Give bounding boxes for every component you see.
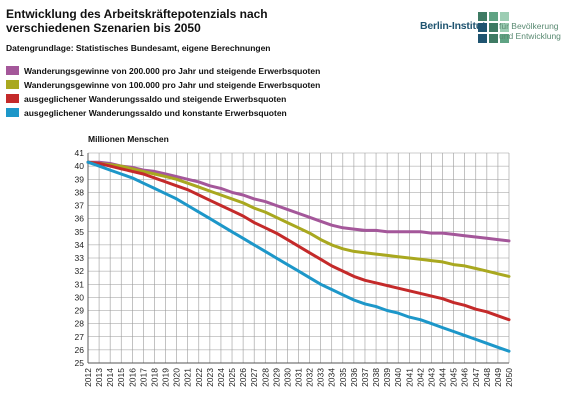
y-tick-label: 35 [75, 227, 85, 237]
legend-label: ausgeglichener Wanderungssaldo und konst… [24, 107, 287, 118]
x-tick-label: 2041 [404, 368, 414, 387]
x-tick-label: 2019 [161, 368, 171, 387]
logo-square [500, 23, 509, 32]
x-tick-label: 2030 [282, 368, 292, 387]
logo-square [500, 34, 509, 43]
y-tick-label: 31 [75, 279, 85, 289]
data-source: Datengrundlage: Statistisches Bundesamt,… [6, 43, 271, 53]
x-tick-label: 2029 [271, 368, 281, 387]
legend-item: Wanderungsgewinne von 200.000 pro Jahr u… [6, 64, 320, 77]
y-tick-label: 25 [75, 358, 85, 368]
x-tick-label: 2043 [426, 368, 436, 387]
y-tick-label: 38 [75, 187, 85, 197]
y-tick-label: 32 [75, 266, 85, 276]
y-tick-label: 30 [75, 292, 85, 302]
x-tick-label: 2037 [360, 368, 370, 387]
x-tick-label: 2048 [482, 368, 492, 387]
x-tick-label: 2022 [194, 368, 204, 387]
x-tick-label: 2047 [471, 368, 481, 387]
x-tick-label: 2038 [371, 368, 381, 387]
legend-label: Wanderungsgewinne von 200.000 pro Jahr u… [24, 65, 321, 76]
y-tick-label: 27 [75, 332, 85, 342]
logo-square [489, 12, 498, 21]
x-tick-label: 2015 [116, 368, 126, 387]
legend-swatch [6, 94, 19, 103]
legend-label: ausgeglichener Wanderungssaldo und steig… [24, 93, 287, 104]
chart-title: Entwicklung des Arbeitskräftepotenzials … [6, 7, 268, 35]
x-tick-label: 2018 [149, 368, 159, 387]
legend-swatch [6, 108, 19, 117]
x-tick-label: 2046 [460, 368, 470, 387]
x-tick-label: 2026 [238, 368, 248, 387]
x-tick-label: 2042 [415, 368, 425, 387]
legend-swatch [6, 80, 19, 89]
logo-square [489, 34, 498, 43]
legend: Wanderungsgewinne von 200.000 pro Jahr u… [6, 64, 320, 120]
x-tick-label: 2021 [183, 368, 193, 387]
legend-item: ausgeglichener Wanderungssaldo und konst… [6, 106, 320, 119]
x-tick-label: 2034 [327, 368, 337, 387]
y-tick-label: 28 [75, 319, 85, 329]
logo-square [478, 34, 487, 43]
logo-square [500, 12, 509, 21]
logo-subtitle-line2: und Entwicklung [499, 31, 561, 41]
y-tick-label: 26 [75, 345, 85, 355]
series-line [86, 160, 511, 243]
x-tick-label: 2032 [305, 368, 315, 387]
x-tick-label: 2012 [83, 368, 93, 387]
y-tick-label: 36 [75, 214, 85, 224]
y-tick-label: 29 [75, 306, 85, 316]
y-tick-label: 41 [75, 148, 85, 158]
logo-subtitle: für Bevölkerung und Entwicklung [499, 21, 565, 41]
x-tick-label: 2044 [438, 368, 448, 387]
y-tick-label: 39 [75, 174, 85, 184]
series-line [86, 160, 511, 278]
x-tick-label: 2017 [138, 368, 148, 387]
x-tick-label: 2028 [260, 368, 270, 387]
y-tick-label: 34 [75, 240, 85, 250]
logo-mark [478, 12, 511, 45]
logo-square [478, 23, 487, 32]
legend-item: Wanderungsgewinne von 100.000 pro Jahr u… [6, 78, 320, 91]
x-tick-label: 2039 [382, 368, 392, 387]
y-axis-label: Millionen Menschen [88, 134, 169, 144]
x-tick-label: 2033 [316, 368, 326, 387]
x-tick-label: 2023 [205, 368, 215, 387]
logo-square [489, 23, 498, 32]
x-tick-label: 2049 [493, 368, 503, 387]
legend-label: Wanderungsgewinne von 100.000 pro Jahr u… [24, 79, 321, 90]
x-tick-label: 2035 [338, 368, 348, 387]
x-tick-label: 2024 [216, 368, 226, 387]
y-tick-label: 37 [75, 201, 85, 211]
legend-swatch [6, 66, 19, 75]
series-line [86, 160, 511, 353]
y-tick-label: 33 [75, 253, 85, 263]
x-tick-label: 2013 [94, 368, 104, 387]
logo-name: Berlin-Institut [420, 20, 486, 32]
x-tick-label: 2025 [227, 368, 237, 387]
x-tick-label: 2045 [449, 368, 459, 387]
x-tick-label: 2016 [127, 368, 137, 387]
x-tick-label: 2027 [249, 368, 259, 387]
x-tick-label: 2040 [393, 368, 403, 387]
legend-item: ausgeglichener Wanderungssaldo und steig… [6, 92, 320, 105]
logo-subtitle-line1: für Bevölkerung [499, 21, 559, 31]
x-tick-label: 2014 [105, 368, 115, 387]
x-tick-label: 2031 [294, 368, 304, 387]
series-line [86, 160, 511, 322]
x-tick-label: 2036 [349, 368, 359, 387]
x-tick-label: 2020 [172, 368, 182, 387]
x-tick-label: 2050 [504, 368, 514, 387]
logo-square [478, 12, 487, 21]
y-tick-label: 40 [75, 161, 85, 171]
logo: Berlin-Institut für Bevölkerung und Entw… [420, 10, 562, 46]
